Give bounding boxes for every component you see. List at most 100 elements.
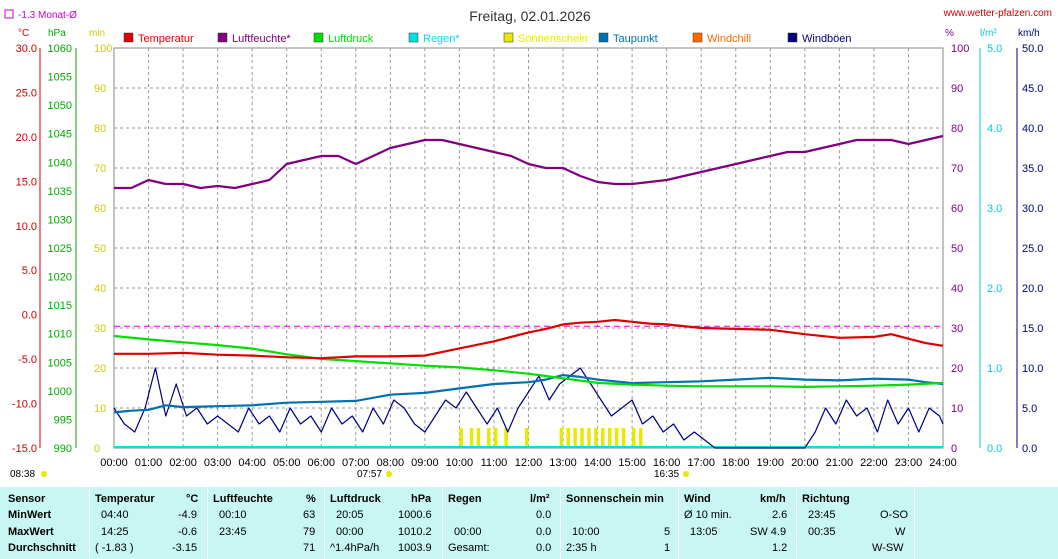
legend-swatch-7 (787, 32, 798, 43)
sun-mark-1-icon (386, 471, 392, 477)
sunshine-block-6 (525, 428, 529, 448)
sun-events: 08:38 07:57 16:35 (10, 469, 689, 480)
legend-label-0: Temperatur (138, 33, 194, 45)
rain-min-value: 0.0 (536, 509, 552, 521)
sunshine-tick-10: 0 (94, 443, 100, 455)
sunshine-block-1 (469, 428, 474, 448)
wind-tick-10: 0.0 (1022, 443, 1037, 455)
temp-tick-1: 25.0 (16, 87, 37, 99)
x-tick-7: 07:00 (342, 457, 370, 469)
sunshine-tick-5: 50 (94, 243, 106, 255)
x-tick-15: 15:00 (618, 457, 646, 469)
legend-swatch-1 (217, 32, 228, 43)
temp-tick-9: -15.0 (12, 443, 37, 455)
temp-max-value: -0.6 (178, 526, 197, 538)
rain-tick-0: 5.0 (987, 43, 1002, 55)
unit-hpa: hPa (48, 28, 66, 39)
rain-total-label: Gesamt: (448, 542, 490, 554)
temp-tick-2: 20.0 (16, 132, 37, 144)
temp-tick-4: 10.0 (16, 221, 37, 233)
series-luftdruck (113, 334, 944, 388)
wind-tick-4: 30.0 (1022, 203, 1043, 215)
wind-tick-3: 35.0 (1022, 163, 1043, 175)
humidity-tick-3: 70 (951, 163, 963, 175)
wind-header: Wind (684, 493, 711, 505)
dir-avg-value: W-SW (872, 542, 904, 554)
legend-swatch-0 (123, 32, 134, 43)
dir-min-value: O-SO (880, 509, 909, 521)
press-max-time: 00:00 (336, 526, 364, 538)
x-tick-1: 01:00 (135, 457, 163, 469)
temp-header: Temperatur (95, 493, 155, 505)
humidity-tick-7: 30 (951, 323, 963, 335)
wind-avg-value: 1.2 (772, 542, 788, 554)
monthly-avg-icon (4, 9, 14, 19)
pressure-tick-13: 995 (54, 414, 72, 426)
site-link[interactable]: www.wetter-pfalzen.com (943, 8, 1052, 19)
x-tick-3: 03:00 (204, 457, 232, 469)
series-windben (113, 367, 944, 449)
sunshine-tick-7: 30 (94, 323, 106, 335)
series-luftfeuchte (114, 134, 944, 190)
rain-tick-5: 0.0 (987, 443, 1002, 455)
wind-tick-8: 10.0 (1022, 363, 1043, 375)
sunshine-block-12 (594, 428, 598, 448)
legend-label-5: Taupunkt (613, 33, 658, 45)
sun-mark-2: 16:35 (654, 469, 679, 480)
wind-avg10-label: Ø 10 min. (684, 509, 732, 521)
temp-tick-7: -5.0 (18, 354, 37, 366)
humidity-tick-0: 100 (951, 43, 969, 55)
x-tick-18: 18:00 (722, 457, 750, 469)
wind-unit: km/h (760, 493, 786, 505)
sunshine-block-9 (573, 428, 577, 448)
sunshine-tick-9: 10 (94, 403, 106, 415)
x-tick-11: 11:00 (481, 457, 508, 469)
pressure-tick-14: 990 (54, 443, 72, 455)
hum-max-time: 23:45 (219, 526, 247, 538)
x-tick-16: 16:00 (653, 457, 681, 469)
series (113, 134, 944, 449)
pressure-tick-7: 1025 (48, 243, 72, 255)
unit-celsius: °C (18, 28, 29, 39)
hum-avg-value: 71 (303, 542, 316, 554)
hum-min-value: 63 (303, 509, 316, 521)
legend-swatch-3 (408, 32, 419, 43)
pressure-tick-3: 1045 (48, 129, 72, 141)
row-max: MaxWert (8, 526, 54, 538)
x-tick-9: 09:00 (411, 457, 439, 469)
wind-avg10-value: 2.6 (772, 509, 788, 521)
unit-lm2: l/m² (980, 28, 997, 39)
pressure-tick-8: 1020 (48, 272, 72, 284)
x-tick-23: 23:00 (895, 457, 923, 469)
dir-max-time: 00:35 (808, 526, 836, 538)
sunshine-block-8 (566, 428, 570, 448)
x-tick-8: 08:00 (377, 457, 405, 469)
temp-tick-5: 5.0 (22, 265, 37, 277)
sunshine-tick-1: 90 (94, 83, 106, 95)
temp-avg-value: -3.15 (172, 542, 198, 554)
temp-tick-6: 0.0 (22, 310, 37, 322)
rain-tick-1: 4.0 (987, 123, 1002, 135)
sunshine-block-17 (632, 428, 636, 448)
wind-tick-5: 25.0 (1022, 243, 1043, 255)
pressure-tick-2: 1050 (48, 100, 72, 112)
x-tick-10: 10:00 (446, 457, 474, 469)
sunshine-tick-2: 80 (94, 123, 106, 135)
wind-tick-6: 20.0 (1022, 283, 1043, 295)
sunshine-block-2 (476, 428, 481, 448)
sunshine-tick-4: 60 (94, 203, 106, 215)
sun-total: 2:35 h (566, 542, 597, 554)
sunshine-block-11 (587, 428, 591, 448)
weather-chart: Freitag, 02.01.2026 www.wetter-pfalzen.c… (4, 8, 1052, 480)
pressure-tick-4: 1040 (48, 157, 72, 169)
axes: 30.0 25.0 20.0 15.0 10.0 5.0 0.0 -5.0 -10.0 -15.0… (12, 43, 1044, 469)
humidity-tick-2: 80 (951, 123, 963, 135)
dir-max-value: W (895, 526, 906, 538)
legend-label-2: Luftdruck (328, 33, 374, 45)
x-tick-13: 13:00 (549, 457, 577, 469)
rain-tick-4: 1.0 (987, 363, 1002, 375)
sunshine-block-5 (504, 428, 508, 448)
sunshine-block-16 (621, 428, 626, 448)
series-taupunkt (113, 374, 944, 414)
sun-avg-value: 1 (664, 542, 671, 554)
